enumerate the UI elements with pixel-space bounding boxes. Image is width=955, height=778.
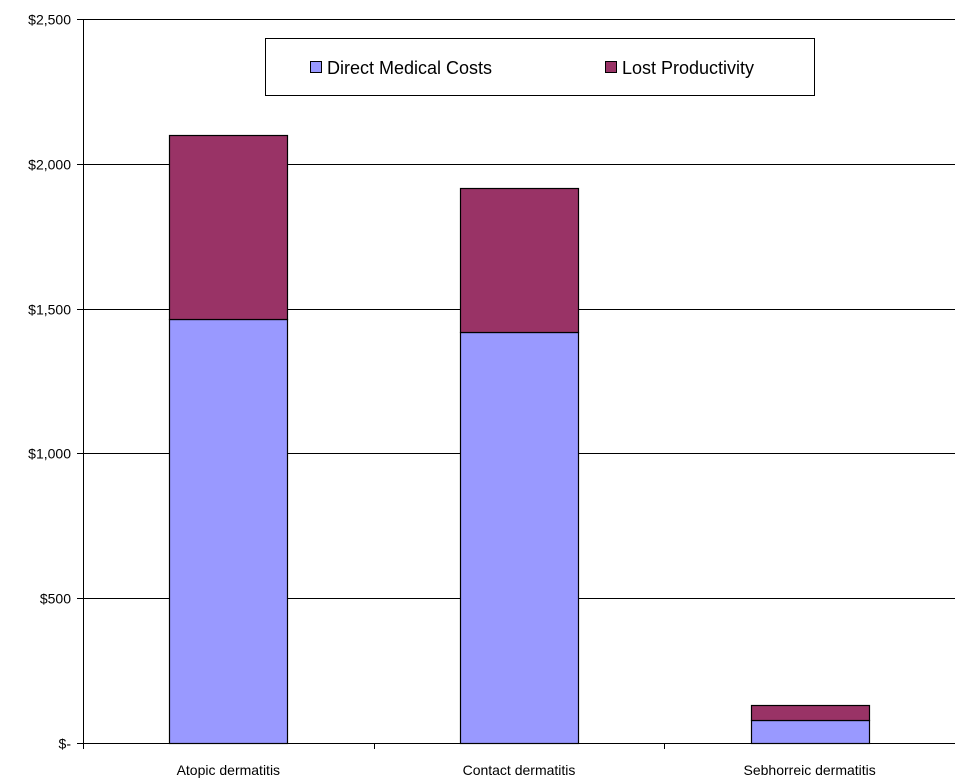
y-tick-label: $2,000 (28, 157, 71, 173)
legend-box (265, 38, 815, 96)
legend-label: Direct Medical Costs (327, 58, 492, 78)
bars (168, 134, 871, 745)
bar-segment (168, 134, 289, 321)
bar-segment (750, 704, 871, 722)
x-axis-ticks (83, 743, 665, 749)
x-tick-label: Sebhorreic dermatitis (744, 762, 876, 778)
y-tick-label: $500 (40, 591, 71, 607)
legend-swatch (605, 61, 617, 73)
y-tick-label: $1,000 (28, 446, 71, 462)
bar-segment (750, 719, 871, 745)
x-tick-label: Contact dermatitis (463, 762, 576, 778)
legend-swatch (310, 61, 322, 73)
y-tick-label: $2,500 (28, 12, 71, 28)
y-tick-label: $- (59, 736, 72, 752)
legend: Direct Medical Costs Lost Productivity (265, 38, 815, 96)
y-axis-ticks: $- $500 $1,000 $1,500 $2,000 $2,500 (28, 12, 83, 752)
bar-segment (168, 318, 289, 745)
x-tick-label: Atopic dermatitis (177, 762, 280, 778)
x-axis-labels: Atopic dermatitis Contact dermatitis Sebho… (177, 762, 876, 778)
y-tick-label: $1,500 (28, 302, 71, 318)
bar-segment (459, 331, 580, 745)
legend-label: Lost Productivity (622, 58, 754, 78)
bar-segment (459, 187, 580, 334)
